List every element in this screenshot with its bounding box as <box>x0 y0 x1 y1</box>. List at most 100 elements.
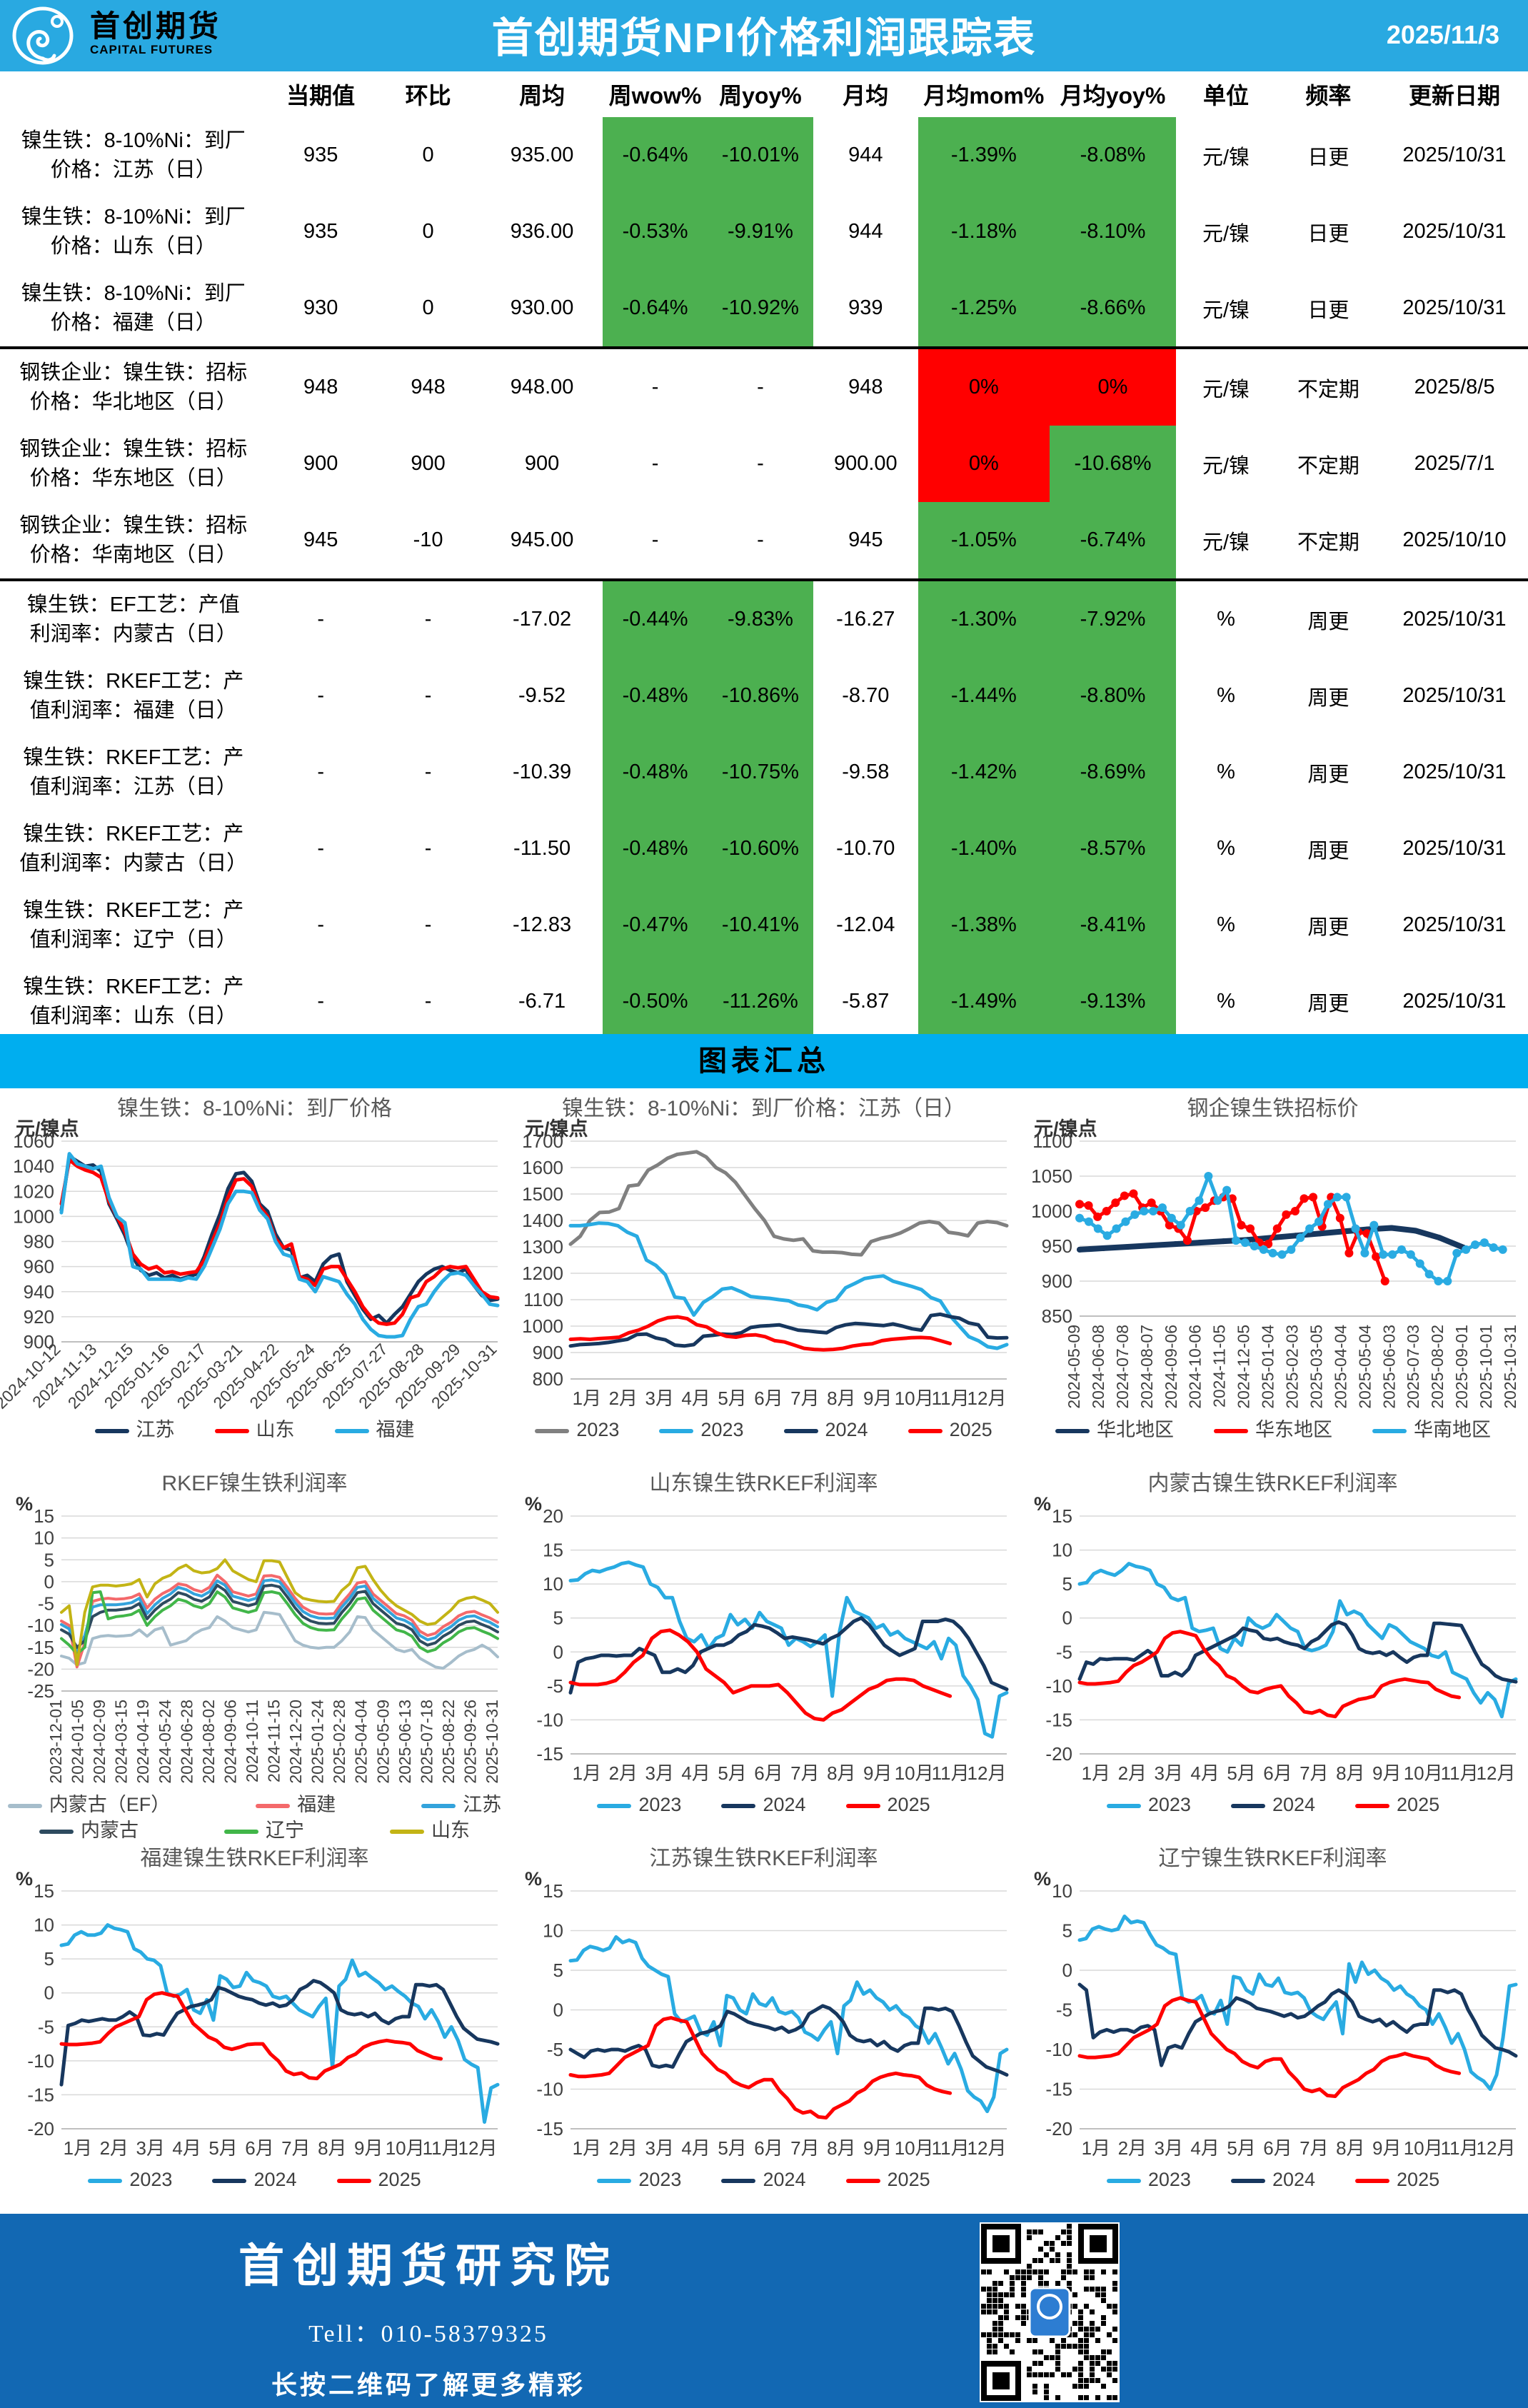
cell-月均: -9.58 <box>842 761 890 783</box>
table-row: 镍生铁：RKEF工艺：产值利润率：内蒙古（日） - - -11.50 -0.48% -10… <box>0 811 1528 887</box>
cell-频率: 不定期 <box>1297 454 1359 478</box>
table-row: 镍生铁：8-10%Ni：到厂价格：福建（日） 930 0 930.00 -0.64% -1… <box>0 270 1528 348</box>
svg-text:9月: 9月 <box>1372 2137 1401 2159</box>
cell-周yoy%: -10.75% <box>708 734 813 811</box>
legend-item: 华东地区 <box>1214 1418 1332 1441</box>
svg-text:900: 900 <box>1042 1270 1072 1292</box>
legend-label: 2023 <box>638 1794 682 1815</box>
svg-text:2024-01-05: 2024-01-05 <box>69 1700 87 1784</box>
cell-频率: 周更 <box>1307 686 1349 710</box>
cell-单位: 元/镍 <box>1202 222 1250 246</box>
svg-text:2024-07-08: 2024-07-08 <box>1113 1325 1132 1409</box>
legend-item: 福建 <box>256 1793 336 1816</box>
svg-text:10月: 10月 <box>1404 1762 1443 1784</box>
legend-item: 2023 <box>659 1418 744 1441</box>
chart-legend-3: 内蒙古（EF） 福建 江苏 内蒙古 辽宁 山东 <box>0 1793 509 1840</box>
cell-当期值: - <box>317 990 325 1013</box>
svg-text:2024-03-15: 2024-03-15 <box>112 1700 131 1784</box>
cell-频率: 不定期 <box>1297 531 1359 554</box>
cell-频率: 周更 <box>1307 763 1349 786</box>
cell-当期值: 935 <box>303 144 338 166</box>
legend-label: 内蒙古（EF） <box>49 1794 171 1815</box>
svg-text:10月: 10月 <box>895 1762 934 1784</box>
svg-text:-15: -15 <box>536 2118 563 2139</box>
cell-周yoy%: - <box>708 346 813 426</box>
svg-text:9月: 9月 <box>863 2137 892 2159</box>
cell-月均yoy%: -8.66% <box>1049 270 1177 348</box>
svg-text:9月: 9月 <box>1372 1762 1401 1784</box>
cell-周wow%: -0.48% <box>602 734 708 811</box>
legend-item: 2023 <box>1106 1793 1191 1816</box>
logo-subtitle: CAPITAL FUTURES <box>90 43 213 57</box>
svg-text:10月: 10月 <box>895 2137 934 2159</box>
column-header-4: 周yoy% <box>719 83 802 109</box>
svg-text:1400: 1400 <box>522 1210 563 1231</box>
cell-当期值: 935 <box>303 220 338 243</box>
cell-月均mom%: 0% <box>918 426 1050 502</box>
legend-swatch <box>597 2178 632 2183</box>
svg-text:辽宁镍生铁RKEF利润率: 辽宁镍生铁RKEF利润率 <box>1158 1847 1387 1870</box>
svg-text:-20: -20 <box>27 2118 54 2139</box>
svg-text:-20: -20 <box>1045 2118 1072 2139</box>
svg-text:11月: 11月 <box>932 1388 970 1409</box>
column-header-1: 环比 <box>405 83 451 109</box>
cell-周yoy%: -10.60% <box>708 811 813 887</box>
svg-text:8月: 8月 <box>827 1388 855 1409</box>
svg-text:5月: 5月 <box>718 1762 746 1784</box>
svg-text:7月: 7月 <box>790 2137 819 2159</box>
svg-text:5月: 5月 <box>1227 2137 1255 2159</box>
svg-text:-10: -10 <box>1045 2039 1072 2060</box>
chart-legend-0: 江苏 山东 福建 <box>0 1418 509 1441</box>
legend-item: 2023 <box>597 1793 681 1816</box>
svg-text:2024-10-11: 2024-10-11 <box>243 1700 261 1782</box>
cell-月均mom%: -1.40% <box>918 811 1050 887</box>
legend-label: 2023 <box>1147 1794 1191 1815</box>
chart-4: 山东镍生铁RKEF利润率% -15 -10 -5 0 5 10 15 20 1月 2月 3月 4月 5月 6… <box>509 1465 1018 1840</box>
svg-text:10: 10 <box>543 1920 563 1942</box>
row-name: 镍生铁：8-10%Ni：到厂价格：山东（日） <box>21 205 246 258</box>
cell-周wow%: - <box>651 452 659 475</box>
chart-legend-2: 华北地区 华东地区 华南地区 <box>1018 1418 1528 1441</box>
svg-text:10: 10 <box>1052 1540 1072 1561</box>
svg-text:5: 5 <box>553 1960 563 1981</box>
svg-text:10月: 10月 <box>1404 2137 1443 2159</box>
legend-item: 内蒙古 <box>39 1819 139 1840</box>
svg-text:1600: 1600 <box>522 1157 563 1178</box>
svg-text:2023-12-01: 2023-12-01 <box>46 1700 65 1784</box>
svg-text:2025-08-02: 2025-08-02 <box>1428 1325 1447 1409</box>
svg-text:2025-05-09: 2025-05-09 <box>373 1700 392 1784</box>
legend-swatch <box>721 1803 756 1808</box>
svg-text:-15: -15 <box>1045 2079 1072 2100</box>
row-name: 钢铁企业：镍生铁：招标价格：华南地区（日） <box>19 513 248 566</box>
svg-text:%: % <box>525 1868 542 1890</box>
cell-当期值: - <box>317 913 325 936</box>
cell-月均yoy%: -8.10% <box>1049 194 1177 270</box>
table-row: 镍生铁：EF工艺：产值利润率：内蒙古（日） - - -17.02 -0.44% -9.83… <box>0 578 1528 658</box>
legend-item: 福建 <box>334 1418 415 1441</box>
table-row: 钢铁企业：镍生铁：招标价格：华南地区（日） 945 -10 945.00 - - 945 -1… <box>0 502 1528 580</box>
cell-周yoy%: -10.92% <box>708 270 813 348</box>
svg-text:2024-08-07: 2024-08-07 <box>1137 1325 1156 1409</box>
row-name: 镍生铁：RKEF工艺：产值利润率：内蒙古（日） <box>19 822 248 875</box>
svg-text:2025-02-03: 2025-02-03 <box>1283 1325 1302 1409</box>
legend-item: 2025 <box>908 1418 992 1441</box>
legend-swatch <box>845 2178 880 2183</box>
chart-0: 镍生铁：8-10%Ni：到厂价格 元/镍点 900 920 940 960 980 1000 1… <box>0 1090 509 1465</box>
svg-text:-5: -5 <box>1056 1641 1072 1662</box>
legend-item: 2024 <box>212 2168 297 2191</box>
legend-swatch <box>336 2178 371 2183</box>
cell-环比: 0 <box>422 220 434 243</box>
legend-item: 2023 <box>1106 2168 1191 2191</box>
svg-text:2025-08-22: 2025-08-22 <box>439 1700 458 1784</box>
svg-text:1000: 1000 <box>1031 1200 1072 1222</box>
svg-text:0: 0 <box>1062 1607 1072 1629</box>
svg-text:7月: 7月 <box>790 1388 819 1409</box>
cell-月均mom%: -1.44% <box>918 658 1050 734</box>
cell-当期值: 945 <box>303 528 338 551</box>
svg-text:10: 10 <box>1052 1880 1072 1902</box>
cell-环比: - <box>424 913 432 936</box>
legend-label: 2024 <box>253 2169 297 2190</box>
cell-周yoy%: -10.01% <box>708 117 813 194</box>
